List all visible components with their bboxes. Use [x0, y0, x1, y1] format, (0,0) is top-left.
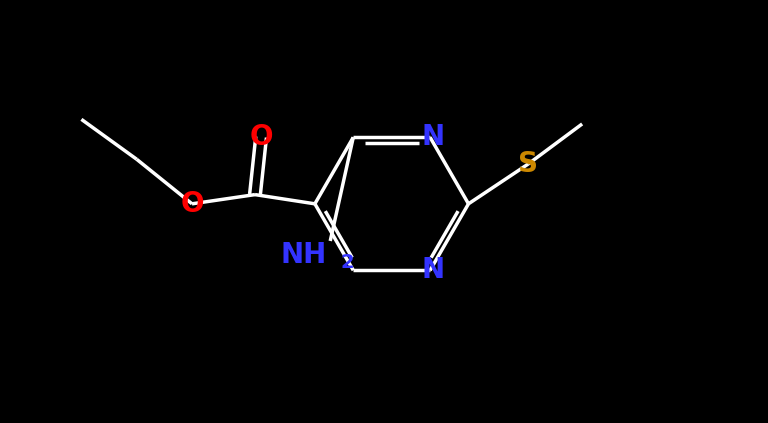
Text: N: N — [422, 256, 445, 284]
Text: NH: NH — [280, 241, 326, 269]
Text: N: N — [422, 124, 445, 151]
Text: O: O — [250, 123, 273, 151]
Text: 2: 2 — [340, 253, 354, 272]
Text: S: S — [518, 150, 538, 178]
Text: O: O — [180, 190, 204, 218]
